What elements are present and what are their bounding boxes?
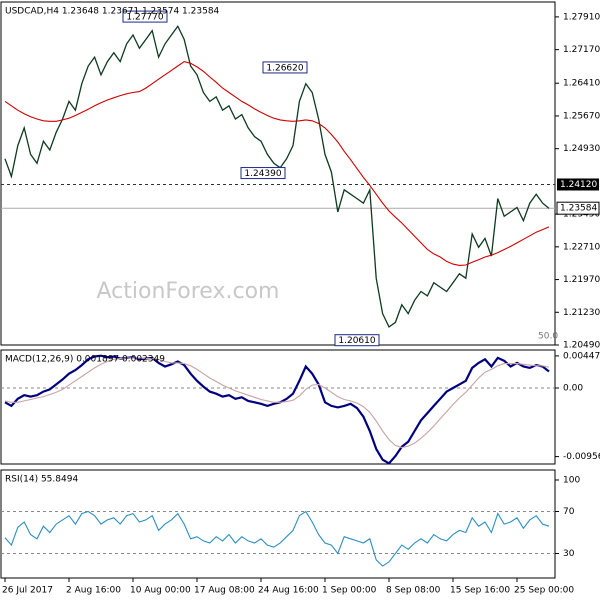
series-line <box>4 354 550 465</box>
annotation-label: 1.26620 <box>266 63 303 73</box>
x-tick-label: 15 Sep 16:00 <box>450 586 510 596</box>
y-tick-label: 1.27910 <box>563 12 600 22</box>
y-tick-label: -0.009567 <box>563 452 600 462</box>
x-tick-label: 25 Sep 00:00 <box>514 586 574 596</box>
annotation-box <box>334 334 380 347</box>
annotation-label: 1.20610 <box>338 336 375 346</box>
annotation-label: 1.27770 <box>126 13 163 23</box>
y-tick-label: 1.26410 <box>563 79 600 89</box>
y-tick-label: 1.25670 <box>563 111 600 121</box>
panel-title: MACD(12,26,9) 0.001897 0.002349 <box>5 355 165 365</box>
x-tick-label: 26 Jul 2017 <box>2 586 53 596</box>
note: 50.0 <box>538 332 558 342</box>
x-tick-label: 10 Aug 00:00 <box>130 586 191 596</box>
y-tick-label: 30 <box>563 549 575 559</box>
y-tick-label: 100 <box>563 475 580 485</box>
y-tick-label: 1.24930 <box>563 144 600 154</box>
annotation-box <box>240 167 286 180</box>
level-label: 1.24120 <box>560 180 597 190</box>
annotation-box <box>262 61 308 74</box>
x-tick-label: 1 Sep 00:00 <box>322 586 377 596</box>
panel-frame <box>0 349 556 465</box>
x-tick-label: 24 Aug 16:00 <box>258 586 319 596</box>
series-line <box>4 510 550 567</box>
panel-frame <box>0 1 556 346</box>
x-tick-label: 2 Aug 16:00 <box>66 586 121 596</box>
y-tick-label: 1.20490 <box>563 341 600 351</box>
y-tick-label: 0.004476 <box>563 351 600 361</box>
watermark: ActionForex.com <box>97 279 280 304</box>
y-tick-label: 1.27170 <box>563 45 600 55</box>
series-line <box>4 61 550 266</box>
panel-title: USDCAD,H4 1.23648 1.23671 1.23574 1.2358… <box>5 7 220 17</box>
last-price-box <box>556 201 600 215</box>
x-tick-label: 17 Aug 08:00 <box>194 586 255 596</box>
panel-title: RSI(14) 55.8494 <box>5 475 78 485</box>
panel-frame <box>0 469 556 579</box>
y-tick-label: 0.00 <box>563 384 583 394</box>
x-tick-label: 8 Sep 08:00 <box>386 586 441 596</box>
series-line <box>4 357 550 449</box>
annotation-label: 1.24390 <box>244 169 281 179</box>
level-label-box <box>557 178 599 191</box>
annotation-box <box>122 10 168 23</box>
y-tick-label: 1.22710 <box>563 242 600 252</box>
y-tick-label: 70 <box>563 507 575 517</box>
y-tick-label: 1.21970 <box>563 275 600 285</box>
last-price-label: 1.23584 <box>560 204 597 214</box>
series-line <box>4 24 550 328</box>
y-tick-label: 1.21230 <box>563 308 600 318</box>
